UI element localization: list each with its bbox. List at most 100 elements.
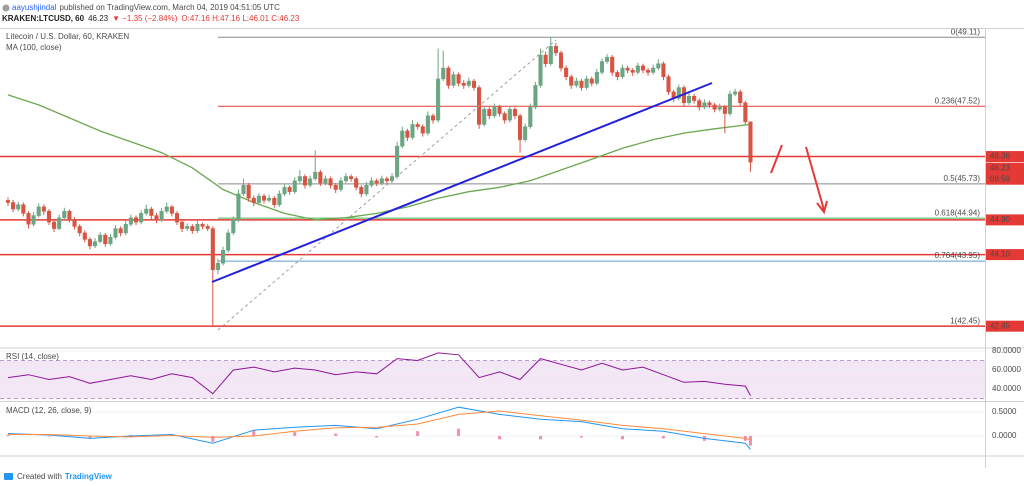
macd-title: MACD (12, 26, close, 9) [6, 406, 92, 415]
candle-body [430, 115, 436, 121]
avatar [2, 4, 10, 12]
candle-body [425, 115, 430, 134]
candle-body [41, 206, 46, 212]
candle-body [82, 232, 87, 240]
candle-body [364, 184, 369, 195]
candle-body [16, 204, 21, 210]
candle-body [605, 56, 610, 62]
signal-line [8, 410, 751, 441]
level-tag-label: 44.90 [990, 215, 1011, 224]
footer-brand: TradingView [65, 472, 113, 481]
candle-body [133, 217, 139, 223]
histogram-bar [375, 435, 379, 438]
candle-body [154, 215, 159, 221]
histogram-bar [334, 433, 338, 436]
candle-body [533, 85, 538, 108]
trend-line [211, 82, 713, 283]
histogram-bar [579, 435, 583, 438]
candle-body [36, 206, 41, 216]
candle-body [461, 82, 466, 86]
level-tag [986, 214, 1024, 226]
histogram-bar [457, 428, 461, 436]
candle-body [589, 78, 594, 84]
arrow-head [816, 200, 828, 215]
candle-body [569, 76, 574, 86]
candle-body [231, 219, 236, 234]
candle-body [21, 204, 26, 214]
candle-body [149, 208, 154, 216]
candle-body [195, 223, 200, 231]
candle-body [518, 115, 523, 140]
histogram-bar [293, 432, 297, 436]
candle-body [420, 126, 425, 134]
arrow [805, 146, 825, 211]
histogram-bar [620, 435, 624, 440]
candle-body [251, 197, 256, 203]
candle-body [92, 241, 98, 247]
candle-body [538, 54, 543, 86]
candle-body [738, 91, 743, 104]
price: 46.23 [88, 14, 109, 23]
fib-diagonal [217, 39, 557, 331]
arrow [770, 144, 783, 174]
candle-body [492, 106, 497, 117]
candle-body [599, 61, 605, 73]
candle-body [338, 180, 343, 190]
candle-body [436, 78, 441, 121]
candle-body [282, 187, 287, 195]
candle-body [369, 180, 374, 186]
candle-body [635, 65, 640, 73]
level-tag-label: 44.10 [990, 250, 1011, 259]
candle-body [323, 178, 328, 184]
candle-body [625, 67, 630, 71]
candle-body [103, 234, 108, 244]
candle-body [646, 69, 651, 73]
candle-body [144, 208, 149, 214]
candle-body [379, 178, 384, 184]
candle-body [615, 72, 620, 77]
candle-body [666, 76, 671, 93]
rsi-line [7, 352, 751, 396]
histogram-bar [47, 435, 51, 437]
ohlc: O:47.16 H:47.16 L:46.01 C:46.23 [181, 14, 299, 23]
histogram-bar [661, 435, 665, 439]
candle-body [548, 46, 553, 64]
candle-body [174, 213, 180, 223]
candle-body [139, 213, 144, 223]
histogram-bar [6, 435, 10, 436]
candle-body [564, 67, 569, 77]
ma-label: MA (100, close) [6, 43, 62, 52]
candle-body [466, 80, 471, 86]
candle-body [354, 178, 359, 188]
change: ▼ −1.35 (−2.84%) [112, 14, 178, 23]
candle-body [272, 197, 277, 205]
candle-body [256, 195, 261, 203]
candle-body [640, 65, 645, 71]
candle-body [246, 184, 251, 199]
candle-body [72, 219, 77, 227]
candle-body [205, 226, 210, 229]
candle-body [400, 130, 405, 147]
candle-body [528, 106, 533, 127]
histogram-bar [539, 435, 543, 440]
candle-body [221, 250, 226, 264]
candle-body [651, 67, 656, 73]
candle-body [31, 215, 36, 225]
last-price-tag [986, 162, 1024, 185]
histogram-bar [211, 435, 215, 442]
histogram-bar [416, 431, 420, 436]
candle-body [712, 104, 717, 110]
candle-body [236, 193, 241, 221]
candle-body [727, 93, 733, 114]
overlay-layer [0, 36, 985, 327]
y-tick-label: 60.0000 [992, 365, 1021, 374]
fib-label: 1(42.45) [950, 316, 980, 325]
candle-body [11, 202, 16, 210]
candle-body [210, 228, 215, 271]
candle-body [87, 239, 92, 247]
candle-body [302, 176, 308, 186]
candle-body [471, 80, 477, 88]
candle-body [574, 80, 579, 86]
level-tag-label: 46.36 [990, 152, 1011, 161]
